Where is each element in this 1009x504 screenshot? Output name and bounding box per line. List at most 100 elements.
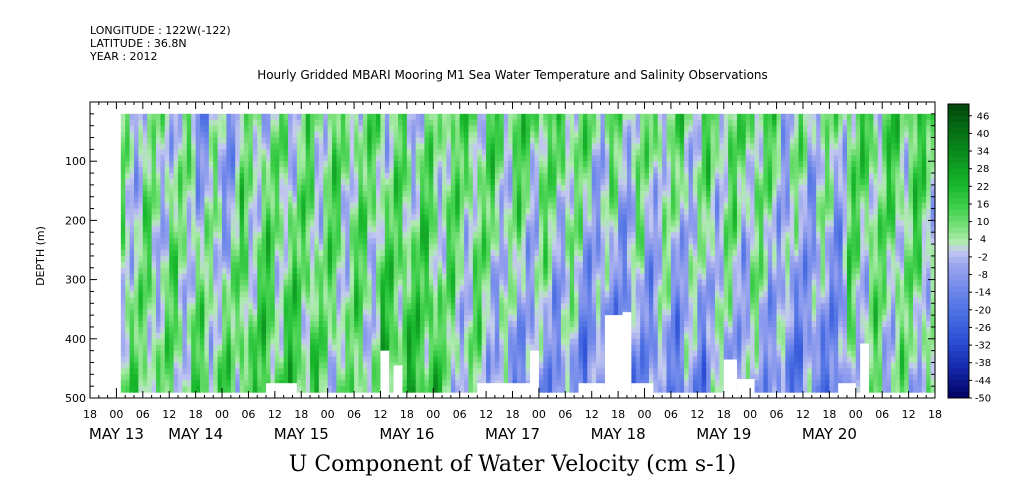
heatmap-cell xyxy=(552,350,558,358)
heatmap-cell xyxy=(261,338,267,346)
heatmap-cell xyxy=(314,374,320,381)
heatmap-cell xyxy=(481,261,487,269)
heatmap-cell xyxy=(389,374,395,381)
heatmap-cell xyxy=(182,119,188,127)
heatmap-cell xyxy=(129,309,135,316)
heatmap-cell xyxy=(349,232,355,239)
heatmap-cell xyxy=(296,321,302,328)
heatmap-cell xyxy=(349,279,355,287)
heatmap-cell xyxy=(362,261,368,269)
heatmap-cell xyxy=(147,261,153,269)
heatmap-cell xyxy=(437,244,443,251)
heatmap-cell xyxy=(459,173,465,180)
heatmap-cell xyxy=(222,137,228,145)
heatmap-cell xyxy=(442,326,448,334)
heatmap-cell xyxy=(362,232,368,239)
heatmap-cell xyxy=(384,113,390,121)
heatmap-cell xyxy=(420,350,426,358)
heatmap-cell xyxy=(230,279,236,287)
heatmap-cell xyxy=(367,226,373,233)
heatmap-cell xyxy=(336,178,342,186)
heatmap-cell xyxy=(420,113,426,121)
heatmap-cell xyxy=(371,321,377,328)
heatmap-cell xyxy=(169,332,175,340)
heatmap-cell xyxy=(120,285,126,293)
heatmap-cell xyxy=(420,184,426,192)
heatmap-cell xyxy=(204,137,210,145)
heatmap-cell xyxy=(582,250,588,257)
heatmap-cell xyxy=(222,155,228,162)
heatmap-cell xyxy=(191,196,197,204)
heatmap-cell xyxy=(151,119,157,127)
heatmap-cell xyxy=(512,178,518,186)
heatmap-cell xyxy=(230,119,236,127)
heatmap-cell xyxy=(134,220,140,227)
heatmap-cell xyxy=(450,368,456,375)
heatmap-cell xyxy=(490,303,496,310)
heatmap-cell xyxy=(354,267,360,275)
heatmap-cell xyxy=(239,244,245,251)
heatmap-cell xyxy=(301,338,307,346)
heatmap-cell xyxy=(556,131,562,139)
heatmap-cell xyxy=(156,362,162,369)
heatmap-cell xyxy=(310,155,316,162)
heatmap-cell xyxy=(332,202,338,210)
heatmap-cell xyxy=(481,208,487,216)
heatmap-cell xyxy=(120,131,126,139)
heatmap-cell xyxy=(252,196,258,204)
heatmap-cell xyxy=(490,232,496,239)
heatmap-cell xyxy=(367,161,373,168)
heatmap-cell xyxy=(142,321,148,328)
heatmap-cell xyxy=(156,173,162,180)
heatmap-cell xyxy=(301,285,307,293)
heatmap-cell xyxy=(129,226,135,233)
heatmap-cell xyxy=(428,155,434,162)
heatmap-cell xyxy=(442,368,448,375)
heatmap-cell xyxy=(574,137,580,145)
heatmap-cell xyxy=(450,214,456,221)
heatmap-cell xyxy=(244,386,250,393)
heatmap-cell xyxy=(380,315,386,322)
heatmap-cell xyxy=(239,167,245,174)
heatmap-cell xyxy=(389,261,395,269)
heatmap-cell xyxy=(213,350,219,358)
heatmap-cell xyxy=(512,238,518,245)
plot-area xyxy=(120,113,936,393)
heatmap-cell xyxy=(191,167,197,174)
heatmap-cell xyxy=(279,184,285,192)
heatmap-cell xyxy=(296,208,302,216)
heatmap-cell xyxy=(406,356,412,364)
heatmap-cell xyxy=(173,178,179,186)
heatmap-cell xyxy=(398,267,404,275)
heatmap-cell xyxy=(525,167,531,174)
heatmap-cell xyxy=(222,344,228,352)
heatmap-cell xyxy=(420,131,426,139)
heatmap-cell xyxy=(406,143,412,150)
heatmap-cell xyxy=(477,125,483,133)
heatmap-cell xyxy=(266,255,272,263)
heatmap-cell xyxy=(186,214,192,221)
heatmap-cell xyxy=(230,380,236,387)
heatmap-cell xyxy=(305,220,311,227)
heatmap-cell xyxy=(235,220,241,227)
heatmap-cell xyxy=(433,291,439,298)
heatmap-cell xyxy=(125,356,131,364)
heatmap-cell xyxy=(138,326,144,334)
heatmap-cell xyxy=(270,149,276,156)
heatmap-cell xyxy=(332,208,338,216)
heatmap-cell xyxy=(556,113,562,121)
heatmap-cell xyxy=(371,273,377,281)
heatmap-cell xyxy=(274,113,280,121)
heatmap-cell xyxy=(538,321,544,328)
heatmap-cell xyxy=(270,214,276,221)
heatmap-cell xyxy=(173,297,179,304)
heatmap-cell xyxy=(169,255,175,263)
heatmap-cell xyxy=(279,374,285,381)
heatmap-cell xyxy=(406,190,412,198)
heatmap-cell xyxy=(402,155,408,162)
heatmap-cell xyxy=(327,315,333,322)
heatmap-cell xyxy=(543,261,549,269)
heatmap-cell xyxy=(521,273,527,281)
heatmap-cell xyxy=(142,155,148,162)
heatmap-cell xyxy=(156,326,162,334)
